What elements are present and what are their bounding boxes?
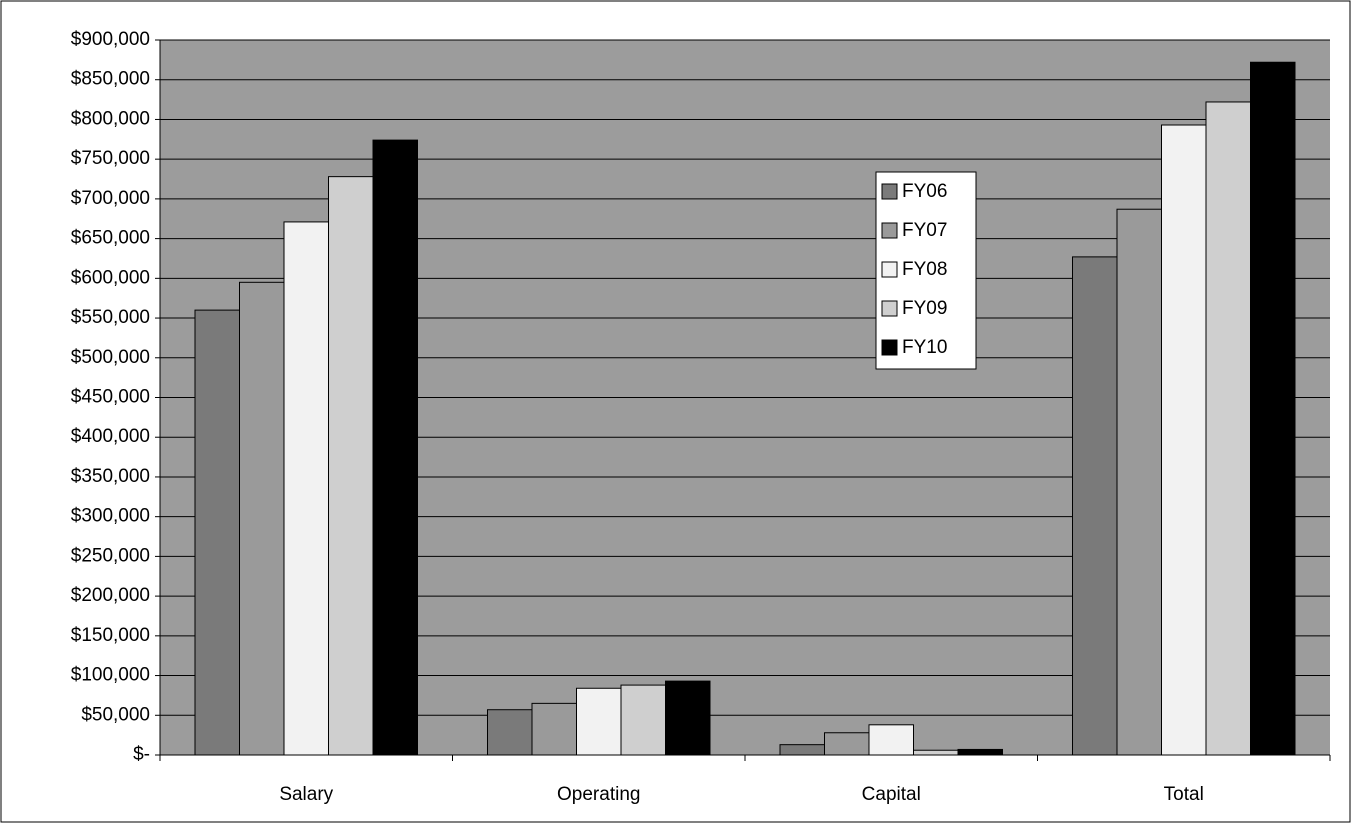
y-tick-label: $550,000	[71, 307, 150, 328]
y-tick-label: $450,000	[71, 387, 150, 408]
y-tick-label: $700,000	[71, 188, 150, 209]
legend-swatch	[881, 339, 898, 356]
legend-swatch	[881, 261, 898, 278]
y-tick-label: $150,000	[71, 625, 150, 646]
bar	[487, 709, 533, 756]
bar	[824, 732, 870, 756]
bar	[779, 744, 825, 756]
bar	[1116, 208, 1162, 756]
bar	[283, 221, 329, 756]
legend-label: FY09	[902, 298, 947, 319]
bar	[1205, 101, 1251, 756]
y-tick-label: $200,000	[71, 585, 150, 606]
y-tick-label: $750,000	[71, 148, 150, 169]
y-tick-label: $100,000	[71, 665, 150, 686]
legend-swatch	[881, 300, 898, 317]
y-tick-label: $350,000	[71, 466, 150, 487]
legend-label: FY08	[902, 259, 947, 280]
bar	[328, 176, 374, 756]
bar	[239, 281, 285, 756]
bar	[576, 687, 622, 756]
bar	[1250, 61, 1296, 756]
bar	[372, 139, 418, 756]
y-tick-label: $-	[133, 744, 150, 765]
y-tick-label: $300,000	[71, 506, 150, 527]
y-tick-label: $600,000	[71, 267, 150, 288]
bar	[665, 680, 711, 756]
legend-label: FY06	[902, 181, 947, 202]
bar	[194, 309, 240, 756]
x-tick-label: Total	[1164, 784, 1204, 805]
legend-label: FY10	[902, 337, 947, 358]
legend-swatch	[881, 183, 898, 200]
x-tick-label: Capital	[862, 784, 921, 805]
legend-label: FY07	[902, 220, 947, 241]
y-tick-label: $800,000	[71, 108, 150, 129]
bar	[1072, 256, 1118, 756]
legend-swatch	[881, 222, 898, 239]
bar	[620, 684, 666, 756]
y-tick-label: $50,000	[81, 704, 150, 725]
bar	[1161, 124, 1207, 756]
y-tick-label: $250,000	[71, 545, 150, 566]
y-tick-label: $650,000	[71, 228, 150, 249]
y-tick-label: $850,000	[71, 69, 150, 90]
y-tick-label: $500,000	[71, 347, 150, 368]
bar	[913, 749, 959, 756]
x-tick-label: Operating	[557, 784, 640, 805]
bar	[957, 748, 1003, 756]
y-tick-label: $900,000	[71, 29, 150, 50]
bar	[868, 724, 914, 756]
x-tick-label: Salary	[279, 784, 333, 805]
bar	[531, 702, 577, 756]
y-tick-label: $400,000	[71, 426, 150, 447]
